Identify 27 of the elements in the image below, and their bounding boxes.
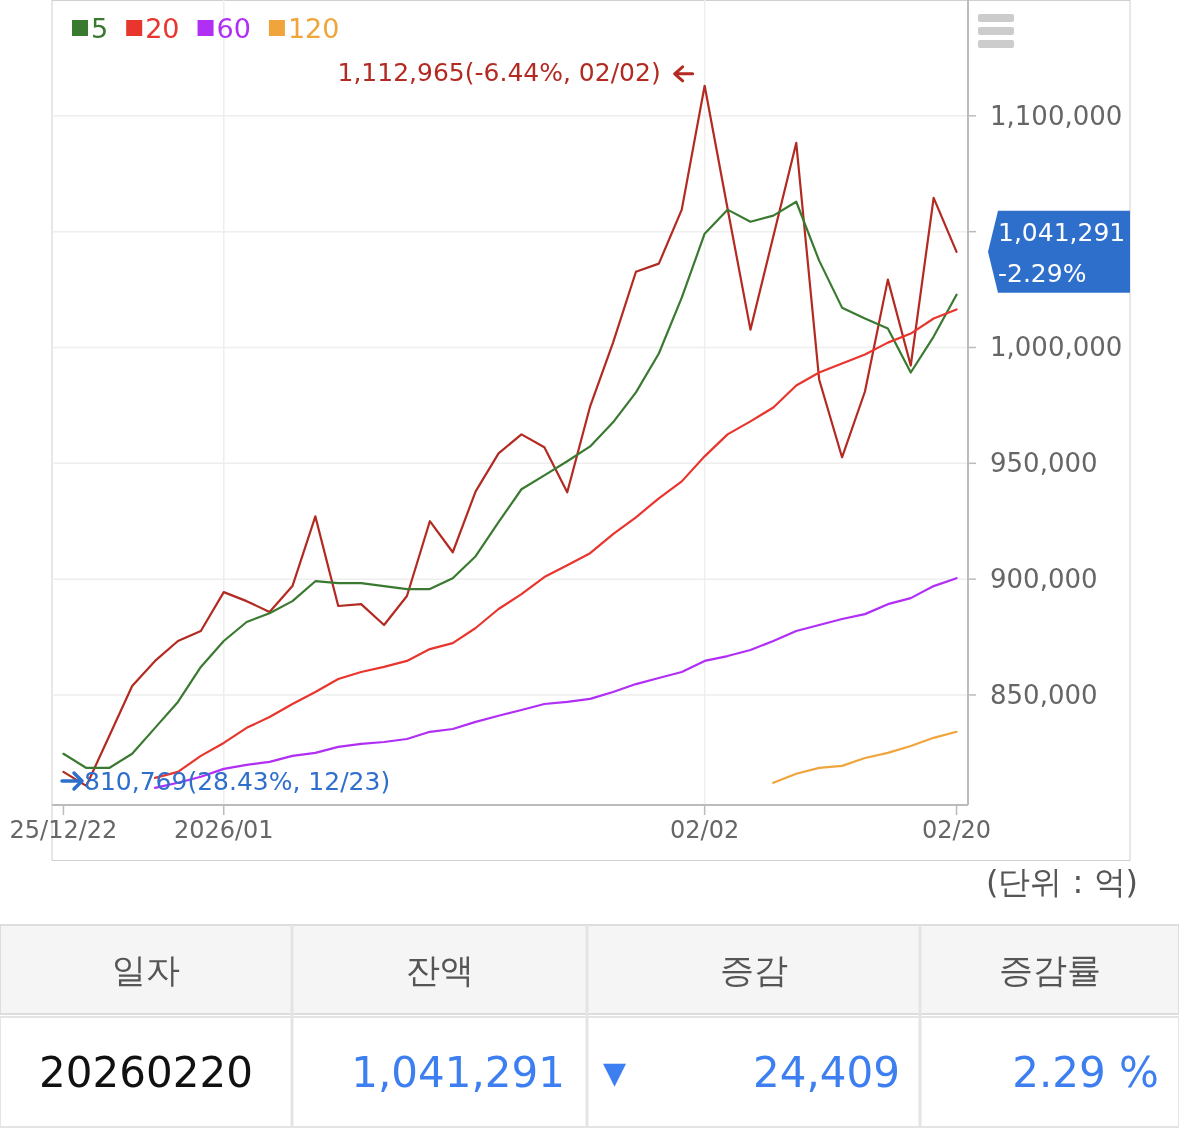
legend-label: 5	[91, 12, 109, 44]
text: 증감률	[998, 949, 1101, 990]
x-tick-label: 02/02	[670, 816, 740, 844]
legend-label: 120	[287, 12, 340, 44]
x-tick-label: 02/20	[921, 816, 992, 844]
text: 2.29 %	[1012, 1047, 1159, 1097]
y-tick-label: 950,000	[990, 448, 1098, 479]
text: 1,041,291	[351, 1047, 565, 1097]
x-tick-label: 2026/01	[173, 816, 274, 844]
line-series	[62, 200, 958, 770]
line-series	[772, 730, 958, 784]
annotation: 1,112,965(-6.44%, 02/02)	[337, 58, 661, 88]
text: 일자	[112, 949, 180, 990]
text: ▼	[603, 1054, 627, 1090]
y-tick-label: 1,100,000	[990, 100, 1123, 131]
text: 잔액	[405, 949, 474, 990]
text: 증감	[719, 949, 788, 990]
legend-label: 60	[216, 12, 251, 44]
text: (단위 : 억)	[985, 863, 1138, 901]
text: 24,409	[753, 1047, 900, 1097]
y-tick-label: 850,000	[990, 679, 1098, 710]
y-tick-label: 900,000	[990, 564, 1098, 595]
legend-label: 20	[145, 12, 180, 44]
text: 20260220	[39, 1047, 253, 1097]
y-tick-label: 1,000,000	[990, 332, 1123, 363]
annotation: 1,041,291 -2.29%	[998, 217, 1126, 288]
x-tick-label: 25/12/22	[9, 816, 118, 844]
